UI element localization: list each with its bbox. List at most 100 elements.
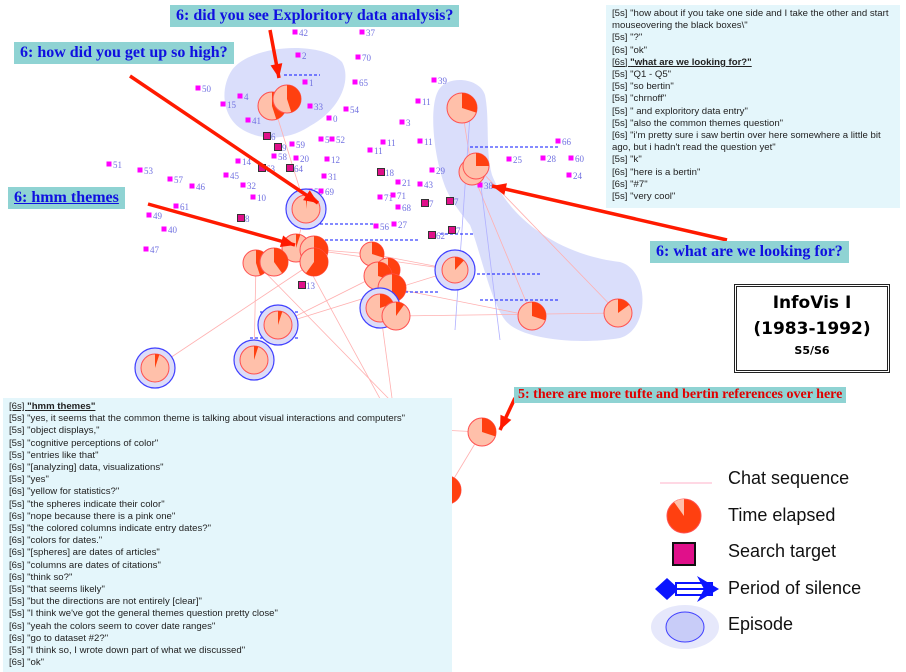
node-label: 15: [227, 100, 237, 110]
document-node[interactable]: 28: [540, 154, 557, 164]
search-target-node[interactable]: 6: [263, 132, 277, 142]
document-node[interactable]: 66: [555, 137, 572, 147]
document-node[interactable]: 31: [321, 172, 338, 182]
time-elapsed-pie[interactable]: [603, 298, 633, 328]
document-node[interactable]: 37: [359, 28, 376, 38]
document-node[interactable]: 12: [324, 155, 341, 165]
node-label: 62: [436, 231, 445, 241]
chat-message: [5s] "so bertin": [612, 81, 894, 93]
node-label: 25: [513, 155, 523, 165]
document-node[interactable]: 70: [355, 53, 372, 63]
search-target-node[interactable]: 7: [446, 197, 460, 207]
document-node[interactable]: 15: [220, 100, 237, 110]
time-elapsed-pie[interactable]: [359, 241, 385, 267]
document-node[interactable]: 60: [568, 154, 585, 164]
search-target-marker: [263, 132, 271, 140]
document-node[interactable]: 53: [137, 166, 154, 176]
time-elapsed-pie[interactable]: [446, 92, 478, 124]
document-node[interactable]: 71: [390, 191, 407, 201]
document-node[interactable]: 10: [250, 193, 267, 203]
document-node[interactable]: 65: [352, 78, 369, 88]
chat-text: "cognitive perceptions of color": [27, 437, 159, 449]
time-elapsed-pie[interactable]: [381, 301, 411, 331]
document-node[interactable]: 11: [417, 137, 433, 147]
chat-log-top[interactable]: [5s] "how about if you take one side and…: [606, 5, 900, 208]
document-node[interactable]: 29: [429, 166, 446, 176]
time-elapsed-pie[interactable]: [272, 84, 302, 114]
chat-timestamp: [5s]: [612, 69, 631, 81]
time-elapsed-pie[interactable]: [259, 247, 289, 277]
time-elapsed-pie[interactable]: [462, 152, 490, 180]
document-node[interactable]: 11: [380, 138, 396, 148]
time-elapsed-pie[interactable]: [299, 247, 329, 277]
document-node[interactable]: 41: [245, 116, 262, 126]
search-target-node[interactable]: 7: [421, 199, 435, 209]
document-node[interactable]: 1: [302, 78, 314, 88]
chat-log-bottom[interactable]: [6s] "hmm themes" [5s] "yes, it seems tha…: [3, 398, 452, 672]
document-node[interactable]: 4: [237, 92, 250, 102]
search-target-node[interactable]: 18: [377, 168, 395, 178]
search-target-node[interactable]: 7: [448, 226, 462, 236]
chat-text: "that seems likely": [27, 584, 105, 596]
document-node[interactable]: 61: [173, 202, 190, 212]
document-node[interactable]: 59: [289, 140, 306, 150]
document-node[interactable]: 57: [167, 175, 184, 185]
document-node[interactable]: 3: [399, 118, 412, 128]
document-node[interactable]: 42: [292, 28, 309, 38]
document-node[interactable]: 5: [318, 135, 331, 145]
document-node[interactable]: 32: [240, 181, 257, 191]
search-target-node[interactable]: 64: [286, 164, 304, 174]
time-elapsed-pie[interactable]: [257, 304, 299, 346]
chat-timestamp: [5s]: [612, 191, 631, 203]
chat-message: [5s] "very cool": [612, 191, 894, 203]
search-target-node[interactable]: 62: [428, 231, 446, 241]
document-node[interactable]: 14: [235, 157, 252, 167]
document-node[interactable]: 71: [377, 193, 394, 203]
document-node[interactable]: 33: [307, 102, 324, 112]
document-node[interactable]: 2: [295, 51, 307, 61]
document-node[interactable]: 11: [367, 146, 383, 156]
document-node[interactable]: 20: [293, 154, 310, 164]
time-elapsed-pie[interactable]: [434, 249, 476, 291]
document-node[interactable]: 11: [415, 97, 431, 107]
chat-timestamp: [5s]: [9, 608, 28, 620]
node-label: 33: [314, 102, 324, 112]
node-label: 3: [406, 118, 411, 128]
node-label: 11: [422, 97, 431, 107]
document-node[interactable]: 52: [329, 135, 346, 145]
chat-timestamp: [5s]: [9, 523, 28, 535]
document-node[interactable]: 24: [566, 171, 583, 181]
time-elapsed-pie[interactable]: [467, 417, 497, 447]
time-elapsed-pie[interactable]: [233, 339, 275, 381]
document-node[interactable]: 43: [417, 180, 434, 190]
document-node[interactable]: 50: [195, 84, 212, 94]
document-node[interactable]: 40: [161, 225, 178, 235]
document-node[interactable]: 47: [143, 245, 160, 255]
time-elapsed-pie[interactable]: [134, 347, 176, 389]
document-node[interactable]: 51: [106, 160, 123, 170]
node-marker: [143, 246, 149, 252]
time-elapsed-pie[interactable]: [517, 301, 547, 331]
document-node[interactable]: 54: [343, 105, 360, 115]
document-node[interactable]: 39: [431, 76, 448, 86]
search-target-node[interactable]: 9: [274, 143, 288, 153]
pie-slice: [372, 242, 384, 258]
document-node[interactable]: 49: [146, 211, 163, 221]
document-node[interactable]: 27: [391, 220, 408, 230]
document-node[interactable]: 38: [477, 181, 494, 191]
document-node[interactable]: 69: [318, 187, 335, 197]
search-target-marker: [448, 226, 456, 234]
search-target-node[interactable]: 8: [237, 214, 251, 224]
node-label: 40: [168, 225, 178, 235]
chat-text: "go to dataset #2?": [27, 632, 109, 644]
document-node[interactable]: 21: [395, 178, 412, 188]
document-node[interactable]: 25: [506, 155, 523, 165]
document-node[interactable]: 45: [223, 171, 240, 181]
search-target-node[interactable]: 13: [298, 281, 316, 291]
node-marker: [431, 77, 437, 83]
document-node[interactable]: 56: [373, 222, 390, 232]
document-node[interactable]: 58: [271, 152, 288, 162]
document-node[interactable]: 68: [395, 203, 412, 213]
document-node[interactable]: 46: [189, 182, 206, 192]
document-node[interactable]: 0: [326, 114, 339, 124]
